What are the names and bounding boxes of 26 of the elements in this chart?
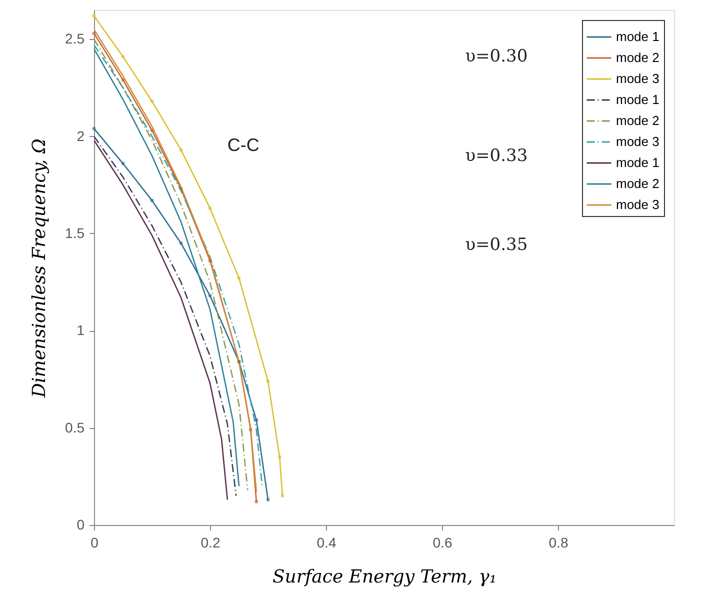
legend-label: mode 3 xyxy=(616,197,660,212)
x-tick-label: 0.6 xyxy=(432,534,452,550)
x-axis-title: Surface Energy Term, γ₁ xyxy=(272,566,497,588)
y-tick-label: 1 xyxy=(76,322,85,338)
legend-label: mode 3 xyxy=(616,71,660,86)
annotation: υ=0.30 xyxy=(465,46,528,67)
y-tick-label: 2.5 xyxy=(65,30,85,47)
x-tick-label: 0 xyxy=(90,534,99,550)
annotation: υ=0.35 xyxy=(465,235,528,256)
x-tick-label: 0.8 xyxy=(548,534,568,550)
y-tick-label: 2 xyxy=(76,128,85,144)
legend-label: mode 1 xyxy=(616,92,660,107)
legend-label: mode 3 xyxy=(616,134,660,149)
legend-label: mode 2 xyxy=(616,113,660,128)
y-tick-label: 0.5 xyxy=(65,419,85,436)
y-axis-title: Dimensionless Frequency, Ω xyxy=(29,138,50,398)
legend-label: mode 2 xyxy=(616,50,660,65)
annotation: C-C xyxy=(227,135,260,156)
x-tick-label: 0.2 xyxy=(200,534,220,550)
annotation: υ=0.33 xyxy=(465,146,528,166)
y-tick-label: 1.5 xyxy=(65,224,85,241)
x-tick-label: 0.4 xyxy=(316,534,336,550)
legend-label: mode 1 xyxy=(616,29,660,44)
y-tick-label: 0 xyxy=(76,516,85,532)
legend-label: mode 2 xyxy=(616,176,660,191)
legend-label: mode 1 xyxy=(616,155,660,170)
